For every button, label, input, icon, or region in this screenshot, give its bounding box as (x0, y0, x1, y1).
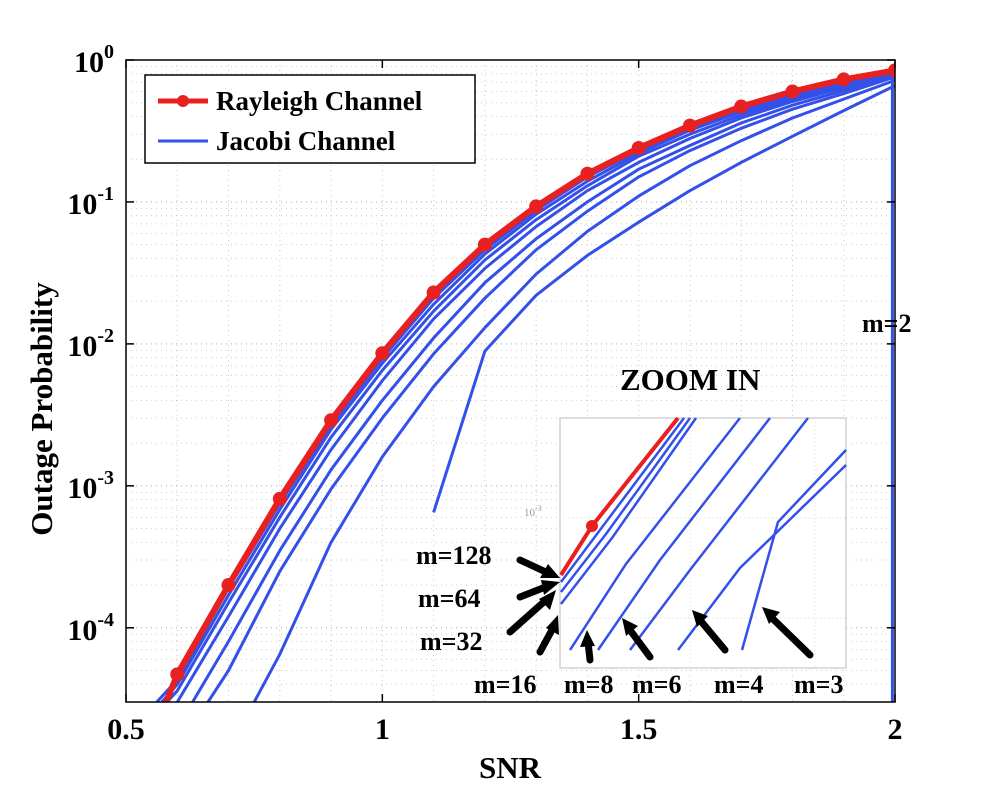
x-tick-label: 2 (888, 713, 903, 746)
y-tick-label: 10-2 (67, 325, 114, 363)
legend-jacobi-label: Jacobi Channel (216, 126, 396, 156)
y-tick-label: 100 (74, 41, 114, 79)
rayleigh-marker (734, 99, 749, 114)
arrow-m128 (516, 556, 552, 577)
rayleigh-marker (221, 578, 236, 593)
arrowhead-m64 (541, 580, 560, 595)
label-m3: m=3 (794, 670, 843, 699)
rayleigh-marker (324, 413, 339, 428)
rayleigh-marker (375, 346, 390, 361)
arrow-m16 (536, 624, 557, 656)
legend-box (144, 74, 476, 164)
series-layer (155, 63, 895, 702)
series-group (155, 63, 895, 702)
inset-frame (559, 417, 847, 669)
rayleigh-marker (580, 166, 595, 181)
y-tick-label: 10-3 (67, 467, 114, 505)
rayleigh-marker (272, 491, 287, 506)
y-tick-label: 10-4 (67, 609, 114, 647)
x-axis-label: SNR (479, 750, 542, 785)
zoom-in-title: ZOOM IN (620, 362, 760, 397)
label-m16: m=16 (474, 670, 536, 699)
legend-rayleigh-marker (177, 95, 189, 107)
rayleigh-marker (888, 63, 895, 78)
inset-line-m16 (568, 417, 741, 651)
rayleigh-marker (682, 118, 697, 133)
arrow-m6 (626, 626, 654, 661)
series-line-rayleigh-channel (162, 67, 895, 702)
inset-ytick-label: 10-3 (524, 504, 542, 519)
inset-line-m128 (560, 417, 685, 583)
series-line-jacobi-m-8 (191, 73, 895, 702)
arrowhead-m8 (580, 630, 595, 647)
annotation-arrowheads (539, 564, 780, 647)
rayleigh-marker (426, 285, 441, 300)
label-m2: m=2 (862, 309, 911, 338)
arrowhead-m3 (762, 607, 780, 624)
arrow-m3 (768, 614, 814, 659)
series-line-jacobi-m-32 (165, 71, 895, 702)
x-tick-label: 1.5 (620, 713, 658, 746)
inset-line-m64 (560, 417, 692, 593)
label-m8: m=8 (564, 670, 613, 699)
arrowhead-m128 (540, 564, 560, 578)
rayleigh-marker (785, 84, 800, 99)
label-m64: m=64 (418, 584, 480, 613)
legend: Rayleigh Channel Jacobi Channel (144, 74, 476, 164)
x-tick-label: 0.5 (107, 713, 145, 746)
axes: 0.5 1 1.5 2 100 10-1 10-2 10-3 10-4 (67, 41, 902, 746)
x-tick-label: 1 (375, 713, 390, 746)
label-m32: m=32 (420, 627, 482, 656)
inset-grid (560, 418, 846, 668)
series-line-jacobi-m-4 (252, 78, 895, 702)
legend-rayleigh-label: Rayleigh Channel (216, 86, 423, 116)
label-m6: m=6 (632, 670, 681, 699)
zoom-inset: 10-3 (524, 416, 847, 669)
series-line-jacobi-m-3 (432, 84, 895, 513)
rayleigh-marker (529, 199, 544, 214)
arrow-m32 (506, 596, 550, 636)
inset-rayleigh-marker (586, 520, 598, 532)
y-axis-label: Outage Probability (24, 282, 59, 536)
label-m128: m=128 (416, 541, 491, 570)
rayleigh-marker (477, 237, 492, 252)
series-line-jacobi-m-6 (206, 75, 895, 702)
inset-line-m6 (629, 417, 809, 651)
inset-line-m32 (560, 417, 698, 605)
inset-line-m3 (740, 449, 847, 651)
rayleigh-marker (170, 667, 185, 682)
inset-line-m8 (596, 417, 771, 651)
arrowhead-m4 (692, 610, 708, 627)
series-line-jacobi-m-64 (160, 70, 895, 702)
arrowhead-m6 (622, 618, 638, 636)
series-line-jacobi-m-16 (176, 72, 895, 702)
arrowhead-m16 (546, 615, 559, 635)
rayleigh-marker (836, 72, 851, 87)
plot-frame (125, 59, 896, 703)
arrowhead-m32 (539, 590, 556, 610)
y-tick-label: 10-1 (67, 183, 114, 221)
arrow-m4 (696, 616, 729, 654)
rayleigh-marker (631, 140, 646, 155)
label-m4: m=4 (714, 670, 763, 699)
